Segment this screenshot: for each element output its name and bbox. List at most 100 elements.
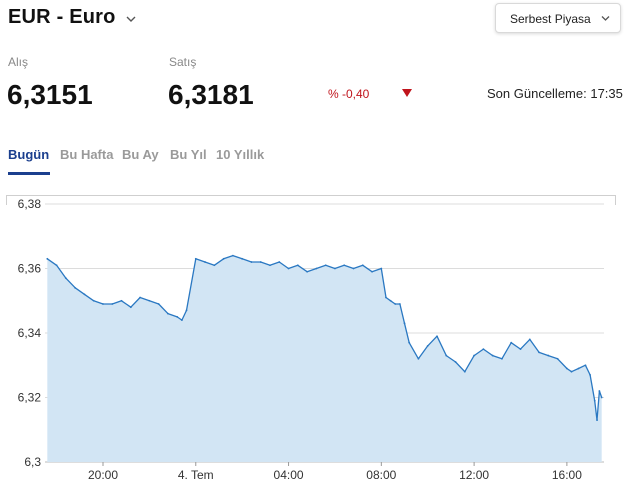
data-point: [324, 264, 327, 267]
x-tick-label: 08:00: [366, 468, 396, 482]
data-point: [250, 261, 253, 263]
tab-this-month[interactable]: Bu Ay: [122, 147, 159, 162]
data-point: [408, 341, 411, 344]
data-point: [46, 257, 49, 260]
data-point: [222, 257, 225, 260]
data-point: [403, 322, 406, 325]
data-point: [398, 303, 401, 305]
data-point: [454, 361, 457, 363]
data-point: [278, 261, 281, 263]
chart-frame: [6, 195, 616, 205]
data-point: [55, 264, 58, 267]
x-tick-label: 04:00: [274, 468, 304, 482]
data-point: [556, 357, 559, 360]
down-arrow-icon: [402, 89, 412, 97]
y-tick-label: 6,34: [18, 326, 42, 340]
buy-label: Alış: [8, 55, 29, 69]
data-point: [589, 374, 591, 376]
data-point: [185, 309, 188, 312]
tab-this-year[interactable]: Bu Yıl: [170, 147, 207, 162]
y-tick-label: 6,36: [18, 262, 42, 276]
data-point: [241, 257, 244, 260]
data-point: [102, 303, 104, 305]
data-point: [64, 277, 67, 280]
data-point: [157, 303, 160, 305]
tab-this-week[interactable]: Bu Hafta: [60, 147, 114, 162]
y-tick-label: 6,32: [18, 391, 42, 405]
data-point: [213, 264, 216, 267]
data-point: [584, 364, 587, 367]
series-layer: [46, 254, 603, 462]
change-percent: % -0,40: [328, 87, 370, 101]
data-point: [204, 261, 206, 263]
market-selector-label: Serbest Piyasa: [510, 12, 591, 26]
market-selector[interactable]: Serbest Piyasa: [495, 3, 621, 33]
data-point: [176, 315, 179, 318]
data-point: [194, 257, 197, 260]
data-point: [74, 286, 77, 289]
data-point: [538, 351, 540, 354]
data-point: [352, 267, 355, 270]
data-point: [598, 390, 601, 392]
data-point: [394, 303, 397, 305]
buy-value: 6,3151: [7, 79, 93, 110]
data-point: [436, 335, 438, 338]
data-point: [380, 267, 383, 270]
x-axis: 20:00 4. Tem 04:00 08:00 12:00 16:00: [88, 462, 582, 482]
data-point: [83, 293, 86, 296]
y-tick-label: 6,3: [24, 455, 41, 469]
data-point: [600, 396, 603, 399]
price-chart: 6,38 6,36 6,34 6,32 6,3 20:00 4. Tem 04:00 08:0…: [18, 197, 604, 482]
data-point: [570, 370, 573, 373]
data-point: [180, 319, 183, 321]
chevron-down-icon[interactable]: [126, 15, 136, 23]
data-point: [306, 270, 309, 273]
data-point: [547, 354, 550, 357]
data-point: [343, 264, 346, 267]
y-axis: 6,38 6,36 6,34 6,32 6,3: [18, 197, 42, 469]
y-tick-label: 6,38: [18, 197, 42, 211]
data-point: [565, 367, 568, 370]
data-point: [259, 261, 262, 263]
data-point: [148, 299, 151, 302]
tab-today[interactable]: Bugün: [8, 147, 50, 162]
data-point: [473, 354, 476, 357]
last-updated: Son Güncelleme: 17:35: [487, 86, 623, 101]
data-point: [371, 270, 373, 273]
data-point: [120, 299, 123, 302]
active-tab-indicator: [8, 172, 50, 175]
data-point: [334, 267, 336, 270]
tab-10-years[interactable]: 10 Yıllık: [216, 147, 265, 162]
data-point: [111, 303, 114, 305]
data-point: [577, 367, 580, 370]
sell-value: 6,3181: [168, 79, 254, 110]
data-point: [92, 299, 95, 302]
data-point: [361, 264, 364, 267]
sell-label: Satış: [169, 55, 197, 69]
data-point: [385, 296, 387, 299]
data-point: [389, 299, 392, 302]
data-point: [463, 370, 466, 373]
data-point: [482, 348, 485, 351]
x-tick-label: 4. Tem: [178, 468, 214, 482]
data-point: [596, 419, 598, 421]
data-point: [501, 357, 503, 360]
page-title: EUR - Euro: [8, 6, 116, 28]
x-tick-label: 12:00: [459, 468, 489, 482]
data-point: [445, 354, 448, 357]
data-point: [167, 312, 169, 315]
data-point: [129, 306, 132, 309]
data-point: [510, 341, 513, 344]
chevron-down-icon: [601, 16, 610, 21]
series-area: [47, 255, 602, 462]
data-point: [287, 267, 290, 270]
x-tick-label: 16:00: [552, 468, 582, 482]
data-point: [593, 399, 596, 402]
data-point: [417, 357, 420, 360]
data-point: [139, 296, 141, 299]
data-point: [315, 267, 318, 270]
data-point: [269, 264, 271, 267]
data-point: [528, 338, 531, 341]
data-point: [231, 254, 234, 257]
data-point: [491, 354, 494, 357]
